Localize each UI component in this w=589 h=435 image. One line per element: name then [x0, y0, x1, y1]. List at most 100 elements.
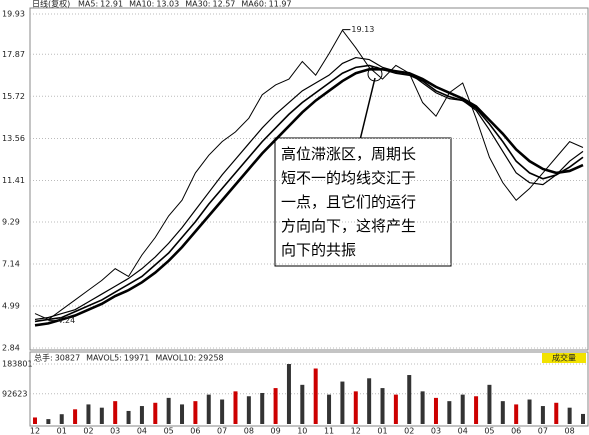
x-tick-label: 03: [431, 427, 441, 435]
volume-bar: [420, 391, 425, 424]
volume-tag-bg: [542, 353, 586, 363]
volume-bar: [166, 397, 171, 424]
annotation: 19.13: [351, 25, 374, 34]
x-tick-label: 11: [324, 427, 334, 435]
volume-bar: [33, 417, 37, 424]
note-line: 方向向下，这将产生: [281, 217, 416, 235]
x-tick-label: 01: [57, 427, 67, 435]
ma-line: [34, 64, 584, 323]
legend-value: 13.03: [156, 0, 179, 9]
volume-bar: [260, 392, 265, 424]
volume-bar: [327, 394, 332, 424]
y-tick-label: 11.41: [2, 176, 25, 185]
annotation: 4.24: [57, 316, 75, 325]
volume-bar: [99, 407, 104, 424]
volume-bar: [447, 401, 452, 424]
volume-bar: [474, 396, 479, 424]
volume-bar: [220, 399, 225, 424]
x-tick-label: 01: [377, 427, 387, 435]
x-tick-label: 02: [404, 427, 414, 435]
legend-label: MA30:: [185, 0, 210, 9]
volume-bar: [367, 378, 372, 424]
volume-bar: [46, 419, 51, 424]
legend-label: MA5:: [78, 0, 98, 9]
note-box: [274, 137, 452, 267]
y-tick-label: 19.93: [2, 10, 25, 19]
volume-tick-label: 92623: [2, 389, 27, 398]
x-tick-label: 12: [351, 427, 361, 435]
x-tick-label: 06: [190, 427, 200, 435]
ma-line: [34, 68, 584, 327]
y-tick-label: 7.14: [2, 259, 20, 268]
volume-legend-value: 30827: [55, 354, 80, 363]
volume-bar: [246, 396, 251, 424]
volume-bar: [540, 406, 545, 424]
x-tick-label: 07: [217, 427, 227, 435]
volume-bar: [393, 394, 398, 424]
volume-bar: [567, 407, 572, 424]
volume-bar: [59, 414, 64, 424]
volume-bar: [527, 399, 532, 424]
x-tick-label: 03: [110, 427, 120, 435]
volume-bar: [139, 406, 144, 424]
volume-legend-value: 19971: [124, 354, 149, 363]
volume-legend-label: MAVOL10:: [155, 354, 196, 363]
x-tick-label: 08: [244, 427, 254, 435]
arrow-line: [359, 77, 376, 141]
volume-bar: [581, 413, 585, 424]
x-tick-label: 07: [538, 427, 548, 435]
x-tick-label: 09: [270, 427, 280, 435]
legend-value: 11.97: [269, 0, 292, 9]
volume-bar: [460, 394, 465, 424]
volume-bar: [273, 388, 278, 424]
x-tick-label: 05: [164, 427, 174, 435]
y-tick-label: 9.29: [2, 217, 20, 226]
x-tick-label: 05: [484, 427, 494, 435]
volume-bar: [126, 410, 131, 424]
volume-bar: [233, 391, 238, 424]
price-frame: [29, 7, 589, 351]
volume-bar: [407, 375, 412, 424]
volume-tick-label: 183801: [2, 360, 33, 369]
volume-bar: [433, 397, 438, 424]
volume-bar: [206, 394, 211, 424]
volume-bar: [500, 401, 505, 424]
volume-bar: [73, 409, 78, 424]
volume-tag: 成交量: [552, 353, 576, 363]
note-line: 一点，且它们的运行: [281, 193, 416, 211]
volume-bar: [380, 388, 385, 424]
legend-value: 12.57: [212, 0, 235, 9]
ma-line: [34, 29, 584, 321]
volume-bar: [113, 401, 118, 424]
volume-bar: [86, 404, 91, 424]
volume-legend-label: MAVOL5:: [86, 354, 122, 363]
y-tick-label: 17.87: [2, 50, 25, 59]
volume-bar: [514, 404, 519, 424]
volume-bar: [554, 402, 559, 424]
volume-bar: [353, 391, 358, 424]
legend-label: MA60:: [241, 0, 266, 9]
y-tick-label: 13.56: [2, 134, 25, 143]
ma-line: [34, 56, 584, 321]
volume-bar: [300, 384, 305, 424]
y-tick-label: 2.84: [2, 344, 20, 353]
volume-bar: [313, 368, 318, 424]
x-tick-label: 04: [137, 427, 147, 435]
volume-frame: [29, 351, 589, 427]
volume-bar: [153, 402, 158, 424]
x-tick-label: 02: [83, 427, 93, 435]
volume-bar: [487, 384, 492, 424]
note-line: 短不一的均线交汇于: [281, 169, 416, 187]
x-tick-label: 10: [297, 427, 307, 435]
y-tick-label: 4.99: [2, 301, 20, 310]
volume-legend-value: 29258: [198, 354, 223, 363]
y-tick-label: 15.72: [2, 92, 25, 101]
volume-bar: [180, 404, 185, 424]
x-tick-label: 12: [30, 427, 40, 435]
volume-label: 总手:: [34, 353, 53, 363]
volume-bar: [340, 381, 345, 424]
volume-bar: [286, 364, 291, 424]
x-tick-label: 06: [511, 427, 521, 435]
note-line: 向下的共振: [281, 241, 356, 259]
